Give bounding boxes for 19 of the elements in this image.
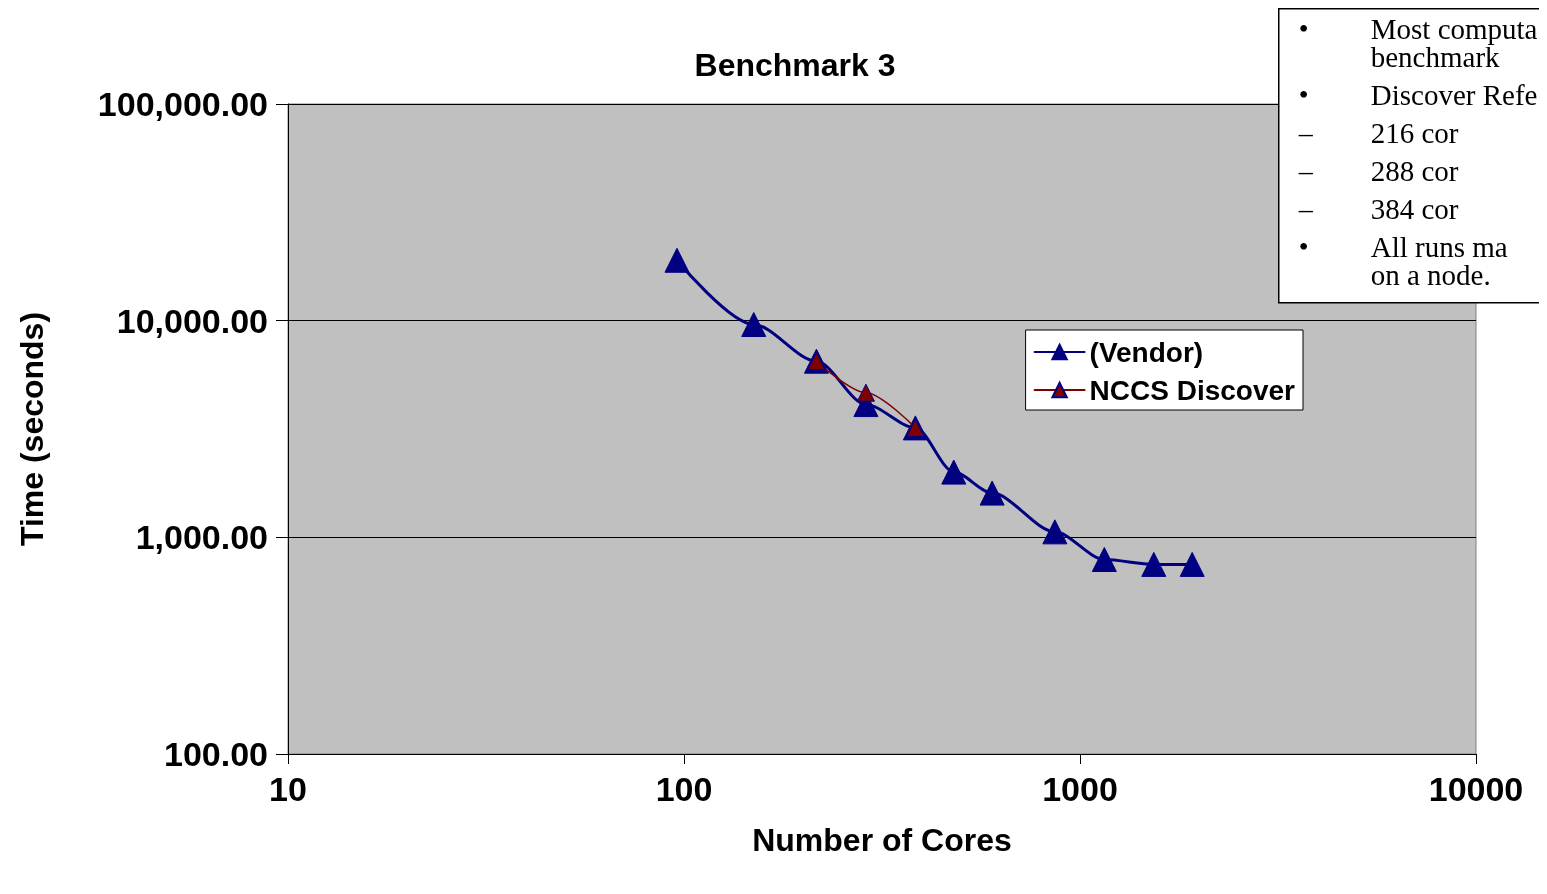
x-tick-label: 100 bbox=[655, 770, 713, 808]
y-tick-label: 10,000.00 bbox=[116, 301, 268, 340]
y-axis-title: Time (seconds) bbox=[14, 311, 50, 547]
x-axis-title: Number of Cores bbox=[752, 822, 1012, 858]
x-tick-label: 1000 bbox=[1042, 770, 1118, 808]
text: – 384 cor bbox=[1298, 193, 1459, 226]
text: – 288 cor bbox=[1298, 155, 1459, 188]
x-tick-label: 10000 bbox=[1428, 770, 1524, 808]
y-tick-label: 1,000.00 bbox=[135, 518, 268, 557]
text: • Discover Refe bbox=[1298, 79, 1538, 112]
text: • Most computa benchmark bbox=[1298, 13, 1538, 74]
y-tick-label: 100,000.00 bbox=[97, 85, 268, 123]
legend-label: NCCS Discover bbox=[1089, 374, 1296, 406]
y-tick-label: 100.00 bbox=[164, 735, 268, 773]
x-tick-label: 10 bbox=[269, 770, 307, 808]
chart-title: Benchmark 3 bbox=[694, 47, 896, 83]
text: • All runs ma on a node. bbox=[1298, 231, 1508, 292]
text: – 216 cor bbox=[1298, 117, 1459, 150]
legend-label: (Vendor) bbox=[1089, 336, 1204, 368]
